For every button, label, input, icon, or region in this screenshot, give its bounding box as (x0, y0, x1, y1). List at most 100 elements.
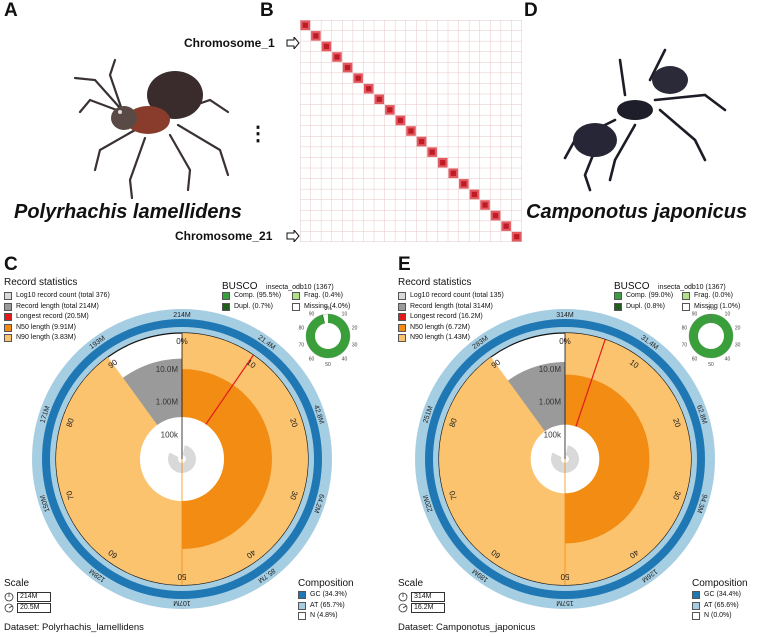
busco-tick-label: 80 (299, 325, 305, 331)
composition-title: Composition (298, 578, 354, 589)
busco-fragmented-arc (322, 314, 326, 324)
legend-item: N50 length (6.72M) (398, 323, 504, 334)
ant-photo-polyrhachis (60, 40, 260, 210)
legend-item: Log10 record count (total 376) (4, 291, 110, 302)
busco-tick-label: 0% (324, 306, 332, 312)
log-scale-label: 10.0M (539, 365, 562, 374)
busco-tick-label: 70 (299, 343, 305, 349)
panel-a-letter: A (4, 0, 18, 21)
legend-item: Record length (total 314M) (398, 302, 504, 313)
record-stats-legend: Log10 record count (total 135) Record le… (398, 291, 504, 344)
composition-title: Composition (692, 578, 748, 589)
record-stats-title: Record statistics (398, 277, 472, 288)
busco-tick-label: 30 (735, 343, 741, 349)
arrow-right-icon (286, 35, 300, 54)
hic-block-core (450, 170, 456, 176)
legend-swatch (4, 292, 12, 301)
inner-tick-label: 70 (64, 489, 75, 501)
legend-item: AT (65.7%) (298, 601, 347, 612)
legend-swatch (4, 302, 12, 311)
busco-tick-label: 70 (682, 343, 688, 349)
inner-tick-label: 80 (448, 417, 459, 429)
log-scale-label: 100k (161, 431, 179, 440)
inner-tick-label: 0% (559, 337, 571, 346)
record-stats-title: Record statistics (4, 277, 78, 288)
scale-legend: 214M 20.5M (4, 591, 51, 613)
hic-block-core (355, 75, 361, 81)
hic-block-core (366, 86, 372, 92)
hic-block-core (313, 33, 319, 39)
legend-item: Missing (4.0%) (292, 302, 372, 313)
hic-block-core (302, 22, 308, 28)
scale-circle-icon (4, 592, 14, 601)
record-count-spiral (551, 445, 579, 473)
chromosome-first-label: Chromosome_1 (184, 36, 275, 50)
scale-title: Scale (398, 578, 424, 589)
inner-tick-label: 20 (288, 417, 299, 429)
scale-circle-icon (4, 603, 14, 612)
busco-complete-arc (689, 314, 733, 358)
busco-tick-label: 30 (352, 343, 358, 349)
legend-item: Comp. (99.0%) (614, 291, 682, 302)
hic-block-core (492, 212, 499, 219)
hic-block-core (514, 234, 520, 240)
busco-header: BUSCO insecta_odb10 (1367) (614, 281, 726, 292)
n50-sector (565, 374, 650, 544)
inner-tick-label: 30 (288, 490, 299, 502)
busco-tick-label: 90 (692, 311, 698, 317)
snail-plot-c: 100k 1.00M 10.0M 214M 21.4M 42.8M 64.2M 85.7M 10… (0, 296, 375, 631)
outer-tick-label: 157M (556, 599, 574, 606)
legend-item: Record length (total 214M) (4, 302, 110, 313)
busco-tick-label: 40 (725, 357, 731, 363)
legend-swatch (4, 323, 12, 332)
panel-b-letter: B (260, 0, 274, 21)
legend-swatch (4, 334, 12, 343)
hic-block-core (418, 138, 425, 145)
hic-contact-map (299, 19, 523, 247)
n50-sector (182, 368, 272, 550)
composition-legend: GC (34.4%) AT (65.6%) N (0.0%) (692, 590, 741, 622)
outer-tick-label: 314M (556, 312, 574, 319)
legend-item: AT (65.6%) (692, 601, 741, 612)
hic-block-core (397, 117, 404, 124)
log-scale-label: 1.00M (156, 398, 179, 407)
inner-tick-label: 20 (671, 417, 682, 429)
inner-tick-label: 70 (447, 489, 458, 501)
legend-item: GC (34.4%) (692, 590, 741, 601)
panel-e-letter: E (398, 254, 411, 275)
outer-tick-label: 214M (173, 312, 191, 319)
busco-duplicated-arc (321, 314, 325, 324)
legend-item: N (0.0%) (692, 611, 741, 622)
busco-tick-label: 10 (342, 311, 348, 317)
scale-circle-icon (398, 592, 408, 601)
log-scale-label: 100k (544, 431, 562, 440)
busco-header: BUSCO insecta_odb10 (1367) (222, 281, 334, 292)
hic-block-core (344, 64, 351, 71)
legend-item: GC (34.3%) (298, 590, 347, 601)
hic-block-core (440, 160, 446, 166)
legend-item: N90 length (3.83M) (4, 333, 110, 344)
hic-block-core (387, 107, 393, 113)
panel-c-letter: C (4, 254, 18, 275)
legend-item: Comp. (95.5%) (222, 291, 292, 302)
busco-duplicated-arc (709, 314, 711, 324)
busco-tick-label: 0% (707, 306, 715, 312)
arrow-right-icon (286, 228, 300, 247)
legend-item: N (4.8%) (298, 611, 347, 622)
hic-block-core (429, 149, 435, 155)
inner-tick-label: 30 (671, 490, 682, 502)
species-name-camponotus: Camponotus japonicus (526, 201, 748, 223)
busco-tick-label: 10 (725, 311, 731, 317)
hic-block-core (376, 96, 382, 102)
hic-block-core (334, 54, 340, 60)
busco-tick-label: 60 (309, 357, 315, 363)
inner-tick-label: 0% (176, 337, 188, 346)
busco-tick-label: 20 (735, 325, 741, 331)
legend-item: N50 length (9.91M) (4, 323, 110, 334)
busco-tick-label: 50 (325, 362, 331, 368)
busco-tick-label: 60 (692, 357, 698, 363)
hic-block-core (482, 202, 488, 208)
busco-tick-label: 20 (352, 325, 358, 331)
log-scale-label: 10.0M (156, 365, 179, 374)
dataset-label: Dataset: Camponotus_japonicus (398, 622, 536, 633)
